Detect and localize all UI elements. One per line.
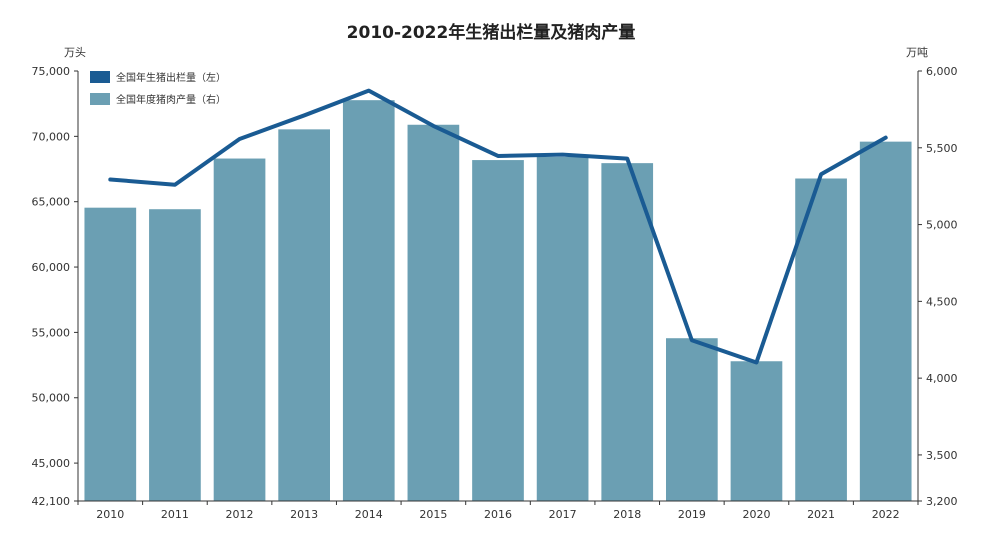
chart-title: 2010-2022年生猪出栏量及猪肉产量	[346, 23, 636, 43]
left-axis-tick-label: 45,000	[32, 457, 71, 470]
right-axis-unit: 万吨	[906, 46, 928, 59]
x-axis-tick-label: 2018	[613, 508, 641, 521]
legend-label-line: 全国年生猪出栏量（左）	[116, 71, 226, 84]
pork-production-bar	[859, 141, 912, 501]
left-axis-tick-label: 60,000	[32, 261, 71, 274]
x-axis-tick-label: 2012	[226, 508, 254, 521]
right-axis-tick-label: 4,000	[926, 372, 958, 385]
pork-production-bar	[213, 158, 266, 502]
x-axis-tick-label: 2015	[419, 508, 447, 521]
left-axis-tick-label: 75,000	[32, 65, 71, 78]
x-axis-tick-label: 2016	[484, 508, 512, 521]
legend-swatch-bar	[90, 93, 110, 105]
legend-label-bar: 全国年度猪肉产量（右）	[116, 93, 226, 106]
x-axis-tick-label: 2022	[872, 508, 900, 521]
pork-production-bar	[536, 157, 589, 501]
legend-swatch-line	[90, 71, 110, 83]
pork-production-bar	[795, 178, 847, 501]
x-axis-tick-label: 2011	[161, 508, 189, 521]
x-axis-tick-label: 2017	[549, 508, 577, 521]
x-axis-tick-label: 2014	[355, 508, 383, 521]
left-axis-tick-label: 42,100	[32, 495, 71, 508]
pork-production-bar	[278, 129, 330, 501]
x-axis-tick-label: 2013	[290, 508, 318, 521]
left-axis-unit: 万头	[64, 46, 86, 59]
pork-production-bar	[666, 338, 718, 501]
x-axis-tick-label: 2019	[678, 508, 706, 521]
right-axis-tick-label: 3,500	[926, 449, 958, 462]
pork-production-bar	[407, 124, 460, 501]
x-axis-tick-label: 2010	[96, 508, 124, 521]
right-axis-tick-label: 3,200	[926, 495, 958, 508]
pork-production-bar	[149, 209, 201, 501]
right-axis-tick-label: 5,500	[926, 142, 958, 155]
right-axis-tick-label: 4,500	[926, 295, 958, 308]
left-axis-tick-label: 65,000	[32, 196, 71, 209]
left-axis-tick-label: 50,000	[32, 392, 71, 405]
pork-production-bar	[84, 207, 137, 501]
x-axis-tick-label: 2021	[807, 508, 835, 521]
right-axis-tick-label: 5,000	[926, 219, 958, 232]
pork-production-bar	[601, 163, 654, 501]
right-axis-tick-label: 6,000	[926, 65, 958, 78]
pork-production-bar	[472, 160, 524, 502]
pork-production-bar	[342, 100, 395, 501]
left-axis-tick-label: 55,000	[32, 326, 71, 339]
pork-production-bar	[730, 361, 783, 501]
x-axis-tick-label: 2020	[742, 508, 770, 521]
left-axis-tick-label: 70,000	[32, 130, 71, 143]
